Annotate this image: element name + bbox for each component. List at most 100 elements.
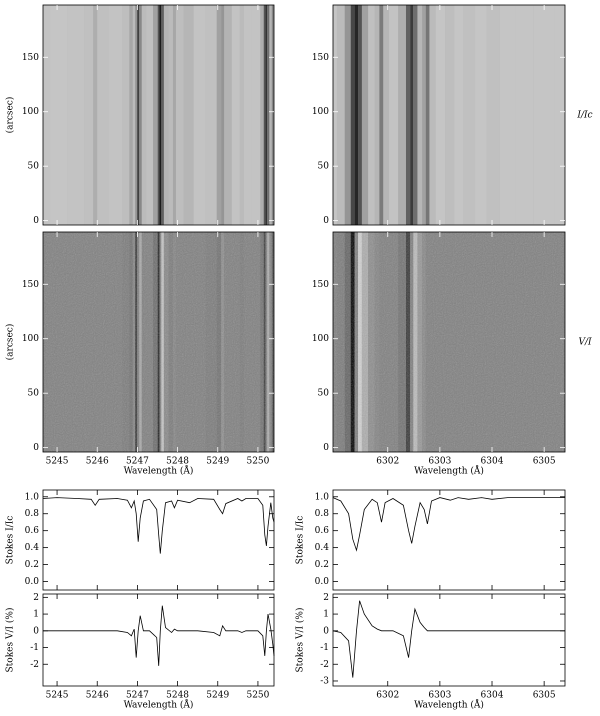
- spectral-strip: [515, 5, 534, 225]
- x-tick-label: 5250: [246, 691, 269, 701]
- y-tick-label: 50: [318, 162, 330, 172]
- y-axis-label: (arcsec): [5, 97, 16, 134]
- spectral-strip: [389, 5, 399, 225]
- spectral-strip: [429, 5, 436, 225]
- panel: 0 50 100 150 5245 5246 5247 5248 5249 5250 Wavelen…: [5, 231, 275, 477]
- y-tick-label: 0: [33, 443, 39, 453]
- y-tick-label: 0.2: [25, 560, 39, 570]
- spectral-strip: [141, 5, 147, 225]
- y-tick-label: -1: [320, 643, 329, 653]
- y-tick-label: 100: [312, 107, 329, 117]
- spectral-strip: [374, 5, 380, 225]
- spectral-strip: [533, 5, 555, 225]
- spectral-strip: [265, 5, 268, 225]
- y-tick-label: 100: [22, 107, 39, 117]
- y-tick-label: 0: [33, 216, 39, 226]
- spectral-strip: [122, 5, 130, 225]
- spectral-strip: [344, 5, 351, 225]
- spectral-strip: [463, 5, 476, 225]
- y-tick-label: -3: [320, 676, 329, 686]
- row-label: V/I: [578, 338, 592, 348]
- spectral-strip: [358, 5, 362, 225]
- panel: 0 50 100 150 6302 6303 6304 6305 Wavelength (Å): [312, 231, 566, 477]
- spectral-strip: [554, 5, 565, 225]
- spectral-strip: [84, 5, 94, 225]
- noise-texture: [333, 232, 565, 452]
- spectral-strip: [168, 5, 173, 225]
- spectral-strip: [153, 5, 158, 225]
- y-tick-label: 1: [33, 610, 39, 620]
- spectral-strip: [205, 5, 217, 225]
- spectral-strip: [405, 5, 411, 225]
- y-tick-label: 0.6: [25, 526, 40, 536]
- spectral-strip: [333, 5, 337, 225]
- x-tick-label: 5245: [46, 457, 69, 467]
- spectral-strip: [172, 5, 176, 225]
- x-tick-label: 5245: [46, 691, 69, 701]
- spectral-strip: [251, 5, 261, 225]
- panel: 0 50 100 150: [312, 4, 566, 226]
- spectral-strip: [263, 5, 266, 225]
- frame: [332, 593, 566, 687]
- y-axis-label: (arcsec): [5, 324, 16, 361]
- frame: [332, 489, 566, 591]
- spectral-strip: [361, 5, 369, 225]
- spectral-strip: [183, 5, 194, 225]
- spectral-strip: [499, 5, 516, 225]
- spectral-strip: [159, 5, 162, 225]
- y-tick-label: 100: [22, 334, 39, 344]
- spectral-strip: [454, 5, 464, 225]
- x-tick-label: 6305: [533, 691, 556, 701]
- y-tick-label: 0.8: [25, 509, 40, 519]
- spectral-strip: [410, 5, 414, 225]
- frame: [42, 231, 275, 453]
- spectral-strip: [50, 5, 68, 225]
- spectral-strip: [445, 5, 455, 225]
- y-tick-label: 0.2: [315, 560, 329, 570]
- y-tick-label: 0.0: [25, 577, 40, 587]
- y-axis-label: Stokes I/Ic: [296, 516, 306, 565]
- spectral-strip: [43, 5, 51, 225]
- spectral-strip: [135, 5, 138, 225]
- y-tick-label: 100: [312, 334, 329, 344]
- spectral-strip: [161, 5, 164, 225]
- profile-line: [42, 497, 275, 554]
- y-axis-label: Stokes V/I (%): [295, 608, 306, 673]
- spectral-strip: [398, 5, 406, 225]
- y-tick-label: 2: [33, 593, 39, 603]
- spectral-strip: [379, 5, 384, 225]
- spectral-strip: [108, 5, 123, 225]
- frame: [332, 231, 566, 453]
- row-label: I/Ic: [576, 111, 592, 121]
- profile-line: [332, 497, 565, 552]
- spectral-strip: [139, 5, 142, 225]
- spectral-strip: [175, 5, 184, 225]
- y-tick-label: 150: [312, 53, 329, 63]
- spectral-strip: [260, 5, 264, 225]
- spectral-strip: [354, 5, 359, 225]
- y-tick-label: 0.4: [25, 543, 40, 553]
- x-tick-label: 6304: [481, 457, 504, 467]
- y-tick-label: 50: [28, 162, 40, 172]
- spectral-strip: [425, 5, 430, 225]
- spectral-strip: [157, 5, 160, 225]
- panel: -3 -2 -1 0 1 2 6302 6303 6304 6305 Wavelength (Å) S…: [295, 593, 566, 711]
- noise-texture: [43, 232, 274, 452]
- frame: [332, 4, 566, 226]
- y-tick-label: 150: [22, 280, 39, 290]
- spectral-strip: [336, 5, 345, 225]
- spectral-strip: [417, 5, 423, 225]
- x-tick-label: 6304: [481, 691, 504, 701]
- spectral-strip: [239, 5, 244, 225]
- x-tick-label: 5248: [166, 691, 189, 701]
- spectral-strip: [137, 5, 140, 225]
- spectral-strip: [350, 5, 355, 225]
- spectral-strip: [224, 5, 232, 225]
- x-tick-label: 5246: [86, 691, 109, 701]
- x-axis-label: Wavelength (Å): [414, 699, 484, 711]
- y-tick-label: 0.8: [315, 509, 330, 519]
- y-tick-label: 0: [323, 626, 329, 636]
- x-tick-label: 6303: [428, 691, 451, 701]
- spectral-strip: [67, 5, 85, 225]
